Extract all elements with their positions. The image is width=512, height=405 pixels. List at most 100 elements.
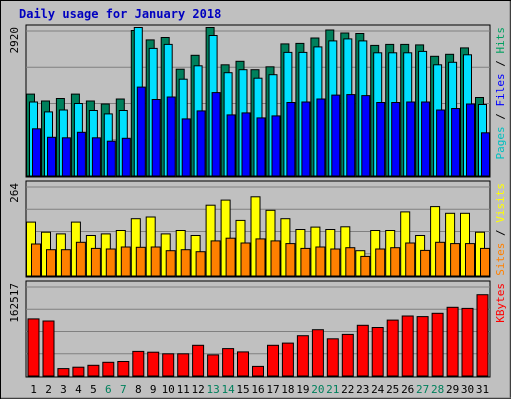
bar-sites-day-25: [390, 247, 401, 277]
x-tick-label-day-18: 18: [281, 383, 294, 396]
y-max-label: 162517: [8, 283, 21, 323]
series-legend: KBytes: [494, 283, 507, 323]
legend-separator: /: [494, 107, 507, 127]
bar-kbytes-day-10: [162, 353, 175, 377]
bar-pages-day-28: [436, 109, 446, 177]
panel-kbytes: 162517 KBytes: [8, 280, 507, 378]
bar-sites-day-19: [300, 247, 311, 277]
bar-pages-day-14: [226, 114, 236, 177]
bar-sites-day-23: [360, 255, 371, 277]
legend-hits: Hits: [494, 27, 507, 54]
bar-kbytes-day-27: [416, 316, 429, 377]
bar-kbytes-day-15: [237, 351, 249, 377]
x-tick-label-day-29: 29: [446, 383, 459, 396]
bar-sites-day-18: [285, 243, 296, 277]
bar-kbytes-day-13: [207, 354, 220, 377]
bar-pages-day-3: [61, 137, 71, 177]
bar-pages-day-20: [316, 98, 326, 177]
x-tick-label-day-31: 31: [476, 383, 489, 396]
x-tick-label-day-7: 7: [120, 383, 127, 396]
bar-pages-day-15: [241, 112, 251, 177]
bar-kbytes-day-25: [386, 319, 399, 377]
bar-sites-day-6: [105, 248, 116, 277]
series-legend: Sites / Visits: [494, 183, 507, 276]
bar-kbytes-day-12: [192, 344, 205, 377]
bar-kbytes-day-6: [102, 361, 115, 377]
x-tick-label-day-24: 24: [371, 383, 385, 396]
bar-kbytes-day-30: [461, 307, 474, 377]
bar-pages-day-16: [256, 117, 266, 177]
bar-kbytes-day-26: [401, 315, 414, 377]
bar-kbytes-day-11: [177, 353, 190, 377]
bar-pages-day-24: [376, 102, 386, 177]
x-tick-label-day-4: 4: [75, 383, 82, 396]
x-tick-label-day-16: 16: [251, 383, 264, 396]
legend-files: Files: [494, 73, 507, 106]
bar-sites-day-17: [270, 240, 281, 277]
bar-kbytes-day-3: [57, 368, 70, 377]
bar-pages-day-25: [391, 102, 401, 177]
y-max-label: 264: [8, 183, 21, 203]
x-tick-label-day-1: 1: [30, 383, 37, 396]
bar-kbytes-day-16: [252, 365, 264, 377]
panel-visits-sites: 264 Sites / Visits: [8, 180, 507, 278]
bar-kbytes-day-19: [296, 335, 309, 377]
bar-kbytes-day-24: [371, 327, 384, 377]
bar-kbytes-day-23: [356, 324, 369, 377]
bar-pages-day-11: [181, 118, 191, 177]
legend-sites: Sites: [494, 243, 507, 276]
x-tick-label-day-17: 17: [266, 383, 279, 396]
bar-pages-day-30: [466, 103, 475, 177]
bar-sites-day-20: [315, 246, 326, 277]
bar-kbytes-day-22: [341, 333, 354, 377]
bar-pages-day-7: [121, 137, 131, 177]
x-tick-label-day-10: 10: [162, 383, 175, 396]
x-tick-label-day-23: 23: [356, 383, 369, 396]
bar-pages-day-1: [32, 128, 41, 177]
bar-sites-day-2: [46, 249, 56, 277]
bar-sites-day-3: [60, 249, 71, 277]
bar-kbytes-day-7: [117, 361, 130, 377]
bar-pages-day-13: [211, 92, 221, 177]
bar-kbytes-day-4: [72, 366, 85, 377]
bar-pages-day-9: [151, 99, 161, 177]
bar-sites-day-16: [255, 238, 266, 277]
bar-sites-day-12: [195, 251, 206, 277]
x-tick-label-day-8: 8: [135, 383, 142, 396]
x-tick-label-day-20: 20: [311, 383, 324, 396]
bar-pages-day-6: [106, 140, 116, 177]
bar-sites-day-11: [180, 249, 191, 277]
bar-sites-day-31: [480, 247, 490, 277]
bar-kbytes-day-1: [27, 318, 40, 377]
panel-hits-files-pages: 2920 Pages / Files / Hits: [8, 24, 507, 178]
bar-sites-day-15: [240, 242, 251, 277]
bar-kbytes-day-14: [222, 348, 235, 377]
x-tick-label-day-2: 2: [45, 383, 52, 396]
x-tick-label-day-30: 30: [461, 383, 474, 396]
bar-sites-day-30: [465, 243, 475, 277]
bar-pages-day-18: [286, 102, 296, 177]
bar-sites-day-5: [90, 247, 101, 277]
x-tick-label-day-12: 12: [191, 383, 204, 396]
x-tick-label-day-13: 13: [206, 383, 219, 396]
x-tick-label-day-6: 6: [105, 383, 112, 396]
bar-sites-day-27: [420, 249, 431, 277]
legend-separator: /: [494, 223, 507, 243]
bar-pages-day-5: [91, 137, 101, 177]
bar-pages-day-17: [271, 115, 281, 177]
bar-kbytes-day-9: [147, 351, 160, 377]
x-tick-label-day-9: 9: [150, 383, 157, 396]
bar-pages-day-21: [331, 94, 341, 177]
bar-pages-day-4: [76, 131, 86, 177]
x-tick-label-day-26: 26: [401, 383, 414, 396]
bar-sites-day-9: [150, 246, 161, 277]
bar-kbytes-day-28: [431, 312, 444, 377]
legend-visits: Visits: [494, 183, 507, 223]
bar-kbytes-day-17: [267, 344, 279, 377]
bar-kbytes-day-18: [281, 342, 294, 377]
x-tick-label-day-5: 5: [90, 383, 97, 396]
bar-pages-day-22: [346, 94, 356, 177]
series-legend: Pages / Files / Hits: [494, 27, 507, 160]
bar-sites-day-7: [120, 246, 131, 277]
